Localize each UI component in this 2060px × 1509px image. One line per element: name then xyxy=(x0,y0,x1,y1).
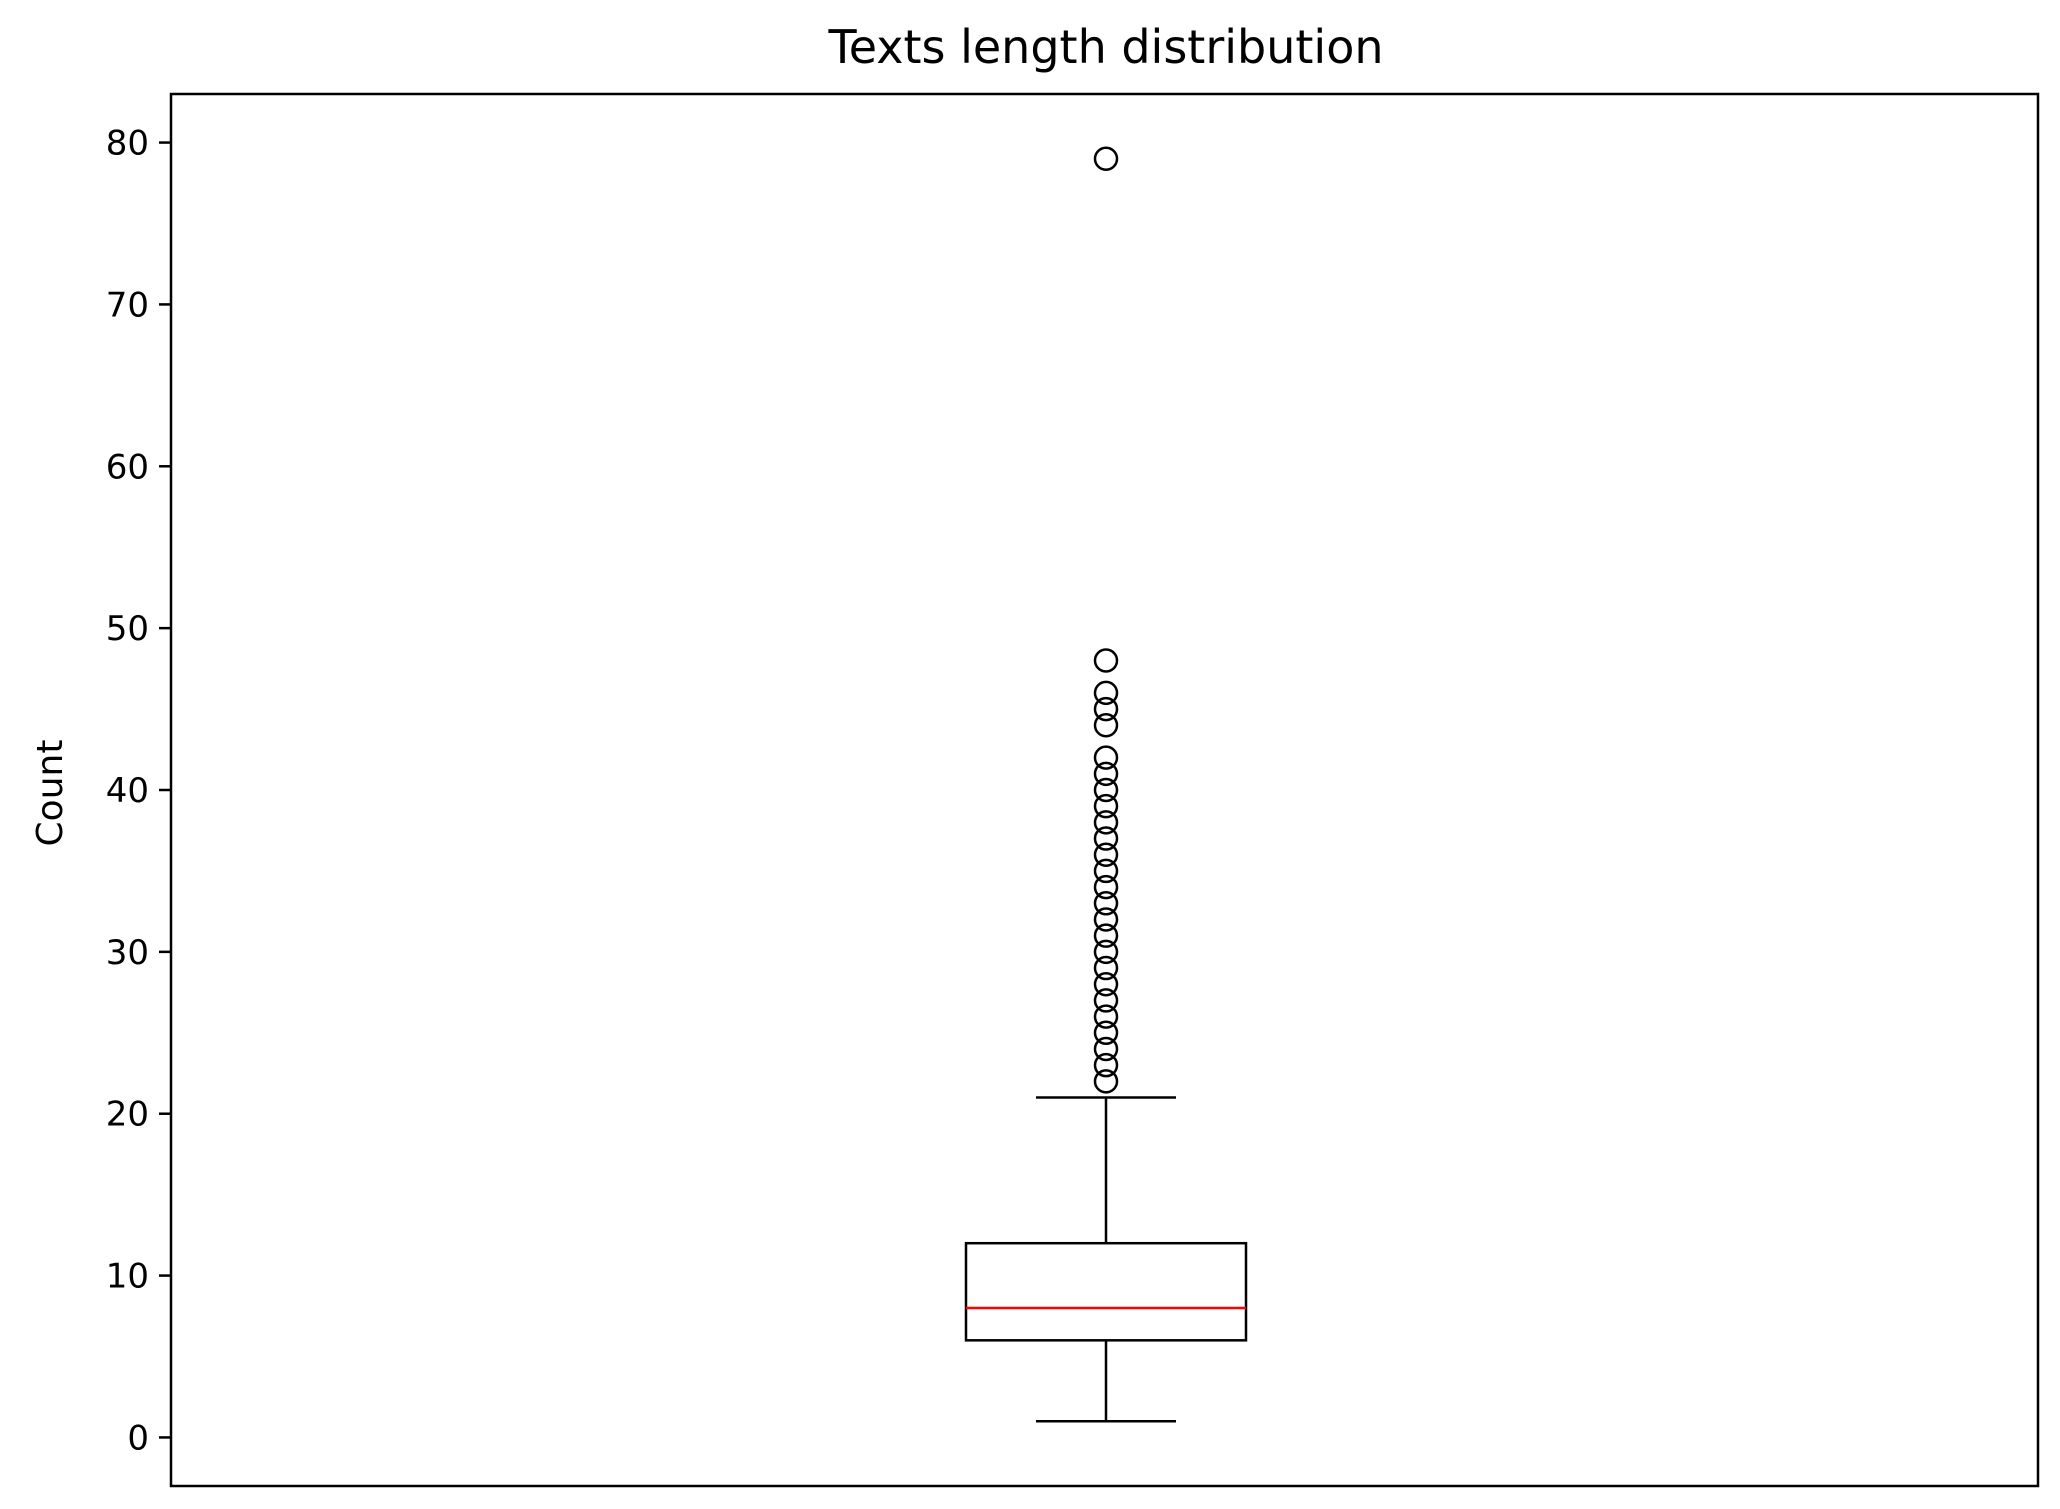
outlier-point xyxy=(1093,826,1119,851)
outlier-point xyxy=(1093,923,1119,948)
plot-area-frame xyxy=(169,92,2040,1488)
y-tick-label: 80 xyxy=(106,124,149,164)
outliers xyxy=(1093,146,1119,1094)
outlier-point xyxy=(1093,842,1119,867)
outlier-point xyxy=(1093,713,1119,738)
outlier-point xyxy=(1093,907,1119,932)
outlier-point xyxy=(1093,988,1119,1013)
outlier-point xyxy=(1093,793,1119,819)
outlier-point xyxy=(1093,648,1119,673)
y-tick-label: 20 xyxy=(106,1095,149,1135)
y-tick-label: 50 xyxy=(106,609,149,649)
box-group xyxy=(964,1096,1248,1423)
outlier-point xyxy=(1093,745,1119,770)
y-tick-label: 40 xyxy=(106,771,149,811)
outlier-point xyxy=(1093,777,1119,803)
outlier-point xyxy=(1093,858,1119,884)
iqr-box xyxy=(964,1241,1248,1342)
outlier-point xyxy=(1093,1020,1119,1046)
outlier-point xyxy=(1093,810,1119,835)
outlier-point xyxy=(1093,680,1119,706)
outlier-point xyxy=(1093,891,1119,916)
y-axis-label: Count xyxy=(30,740,71,847)
y-tick-label: 60 xyxy=(106,447,149,487)
outlier-point xyxy=(1093,761,1119,787)
chart-title: Texts length distribution xyxy=(827,20,1383,74)
y-axis-ticks: 0 10 20 30 40 50 60 70 80 xyxy=(106,124,171,1458)
outlier-point xyxy=(1093,939,1119,965)
outlier-point xyxy=(1093,1004,1119,1029)
outlier-point xyxy=(1093,1036,1119,1062)
y-tick-label: 70 xyxy=(106,285,149,325)
outlier-point xyxy=(1093,971,1119,997)
outlier-point xyxy=(1093,696,1119,722)
y-tick-label: 0 xyxy=(127,1418,149,1458)
outlier-point xyxy=(1093,1069,1119,1094)
y-tick-label: 10 xyxy=(106,1257,149,1297)
outlier-point xyxy=(1093,874,1119,900)
y-tick-label: 30 xyxy=(106,933,149,973)
outlier-point xyxy=(1093,1052,1119,1078)
outlier-point xyxy=(1093,955,1119,981)
outlier-point xyxy=(1093,146,1119,171)
